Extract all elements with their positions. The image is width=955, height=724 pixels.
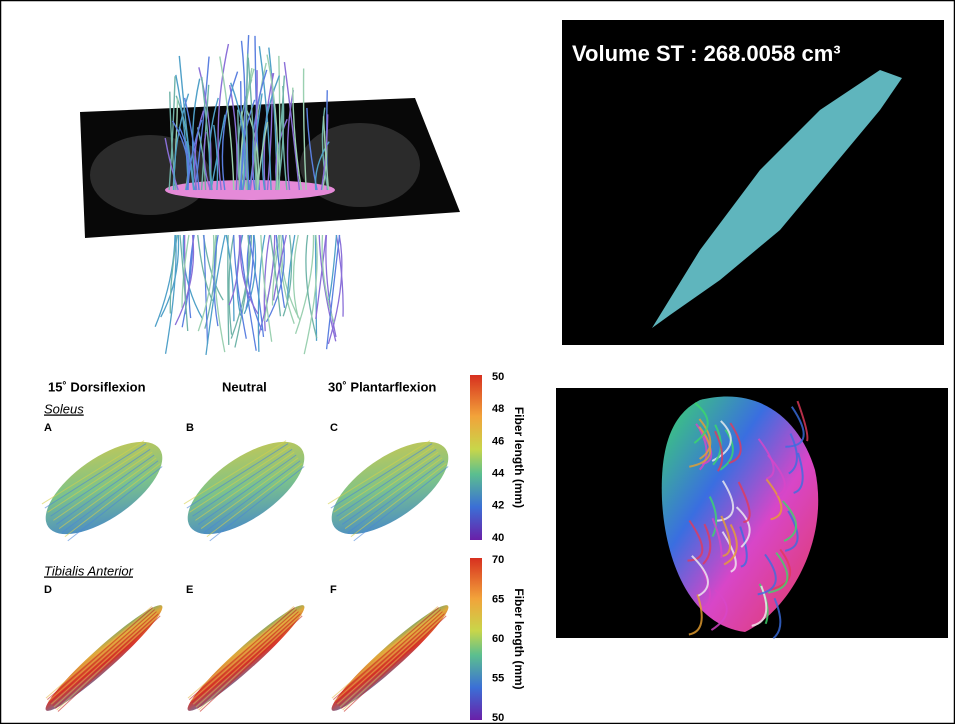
fiber (196, 614, 301, 709)
fiber (50, 609, 155, 703)
column-header: 15˚ Dorsiflexion (48, 379, 146, 394)
colorbar-tick-label: 50 (492, 712, 504, 724)
volume-label: Volume ST : 268.0058 cm³ (572, 41, 841, 66)
fiber (53, 613, 158, 707)
fiber (52, 612, 156, 706)
muscle (39, 598, 170, 719)
colorbar-tick-label: 55 (492, 672, 504, 684)
fiber (192, 609, 297, 703)
figure: Volume ST : 268.0058 cm³ 15˚ Dorsiflexio… (0, 0, 955, 724)
colorbar-label: Fiber length (mm) (512, 588, 526, 689)
colorbar-tick-label: 44 (492, 468, 505, 480)
colorbar (470, 375, 482, 540)
colorbar-tick-label: 65 (492, 593, 504, 605)
colorbar-tick-label: 60 (492, 633, 504, 645)
panel-label: F (330, 584, 337, 596)
fiber (193, 610, 297, 704)
muscle (181, 598, 312, 719)
colorbar-tick-label: 40 (492, 532, 504, 544)
row-label: Soleus (44, 401, 84, 416)
column-header: 30˚ Plantarflexion (328, 379, 436, 394)
panel-label: E (186, 584, 193, 596)
colorbar-tick-label: 42 (492, 500, 504, 512)
colorbar-label: Fiber length (mm) (512, 407, 526, 508)
muscle (317, 424, 463, 551)
colorbar-tick-label: 70 (492, 554, 504, 566)
fiber (293, 235, 298, 318)
fiber (336, 609, 441, 703)
fiber (339, 613, 444, 707)
colorbar-tick-label: 50 (492, 371, 504, 383)
fiber (337, 610, 441, 704)
muscle-shape (31, 424, 177, 551)
fiber (195, 613, 300, 707)
colorbar-tick-label: 48 (492, 403, 504, 415)
fiber (338, 612, 442, 706)
panel-label: A (44, 422, 52, 434)
colorbar-tick-label: 46 (492, 435, 504, 447)
muscle-shape (173, 424, 319, 551)
fiber (54, 614, 159, 709)
fiber (51, 610, 155, 704)
panel-label: B (186, 422, 194, 434)
muscle (173, 424, 319, 551)
column-header: Neutral (222, 379, 267, 394)
muscle (325, 598, 456, 719)
fiber (194, 612, 298, 706)
tractography-image (80, 35, 460, 355)
fiber (340, 614, 445, 709)
panel-label: C (330, 422, 338, 434)
muscle-shape (317, 424, 463, 551)
fiber-panels: 15˚ Dorsiflexion Neutral 30˚ Plantarflexio… (31, 371, 526, 724)
colorbar (470, 558, 482, 720)
muscle (31, 424, 177, 551)
row-label: Tibialis Anterior (44, 563, 134, 578)
panel-label: D (44, 584, 52, 596)
